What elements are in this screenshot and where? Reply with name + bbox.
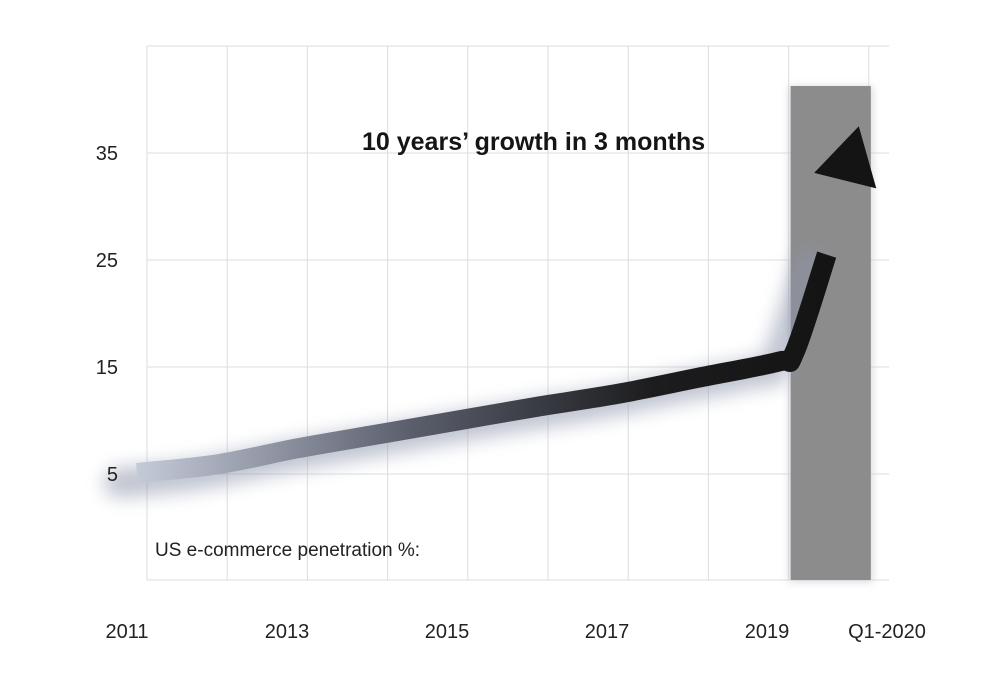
y-tick-label: 25 — [96, 250, 118, 272]
chart-annotation: 10 years’ growth in 3 months — [362, 128, 705, 156]
x-tick-label: 2015 — [425, 621, 470, 643]
growth-arrow-head — [814, 126, 877, 189]
series-note: US e-commerce penetration %: — [155, 540, 420, 561]
y-tick-label: 35 — [96, 143, 118, 165]
x-tick-label: 2011 — [105, 621, 148, 643]
y-tick-label: 5 — [107, 464, 118, 486]
x-tick-label: 2013 — [265, 621, 310, 643]
x-tick-label: 2017 — [585, 621, 630, 643]
grid — [146, 45, 889, 581]
growth-arrow-shaft — [135, 251, 837, 483]
tick-labels: 5 15 25 35 2011 2013 2015 2017 2019 Q1-2020 — [96, 143, 926, 643]
x-tick-label: Q1-2020 — [848, 621, 926, 643]
y-tick-label: 15 — [96, 357, 118, 379]
growth-arrow-group — [104, 126, 877, 498]
x-tick-label: 2019 — [745, 621, 790, 643]
